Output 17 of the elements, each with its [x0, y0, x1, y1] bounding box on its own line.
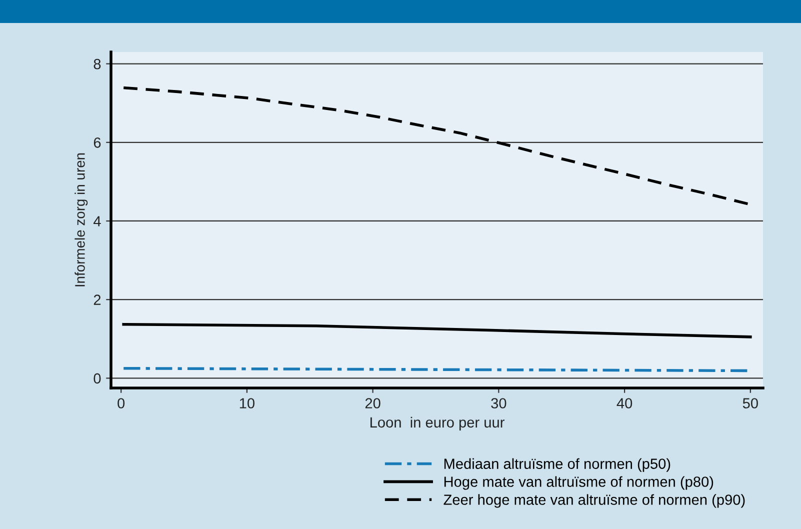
legend-label: Zeer hoge mate van altruïsme of normen (p90) — [444, 494, 745, 508]
y-axis-title: Informele zorg in uren — [74, 153, 88, 286]
line-series — [122, 322, 752, 338]
y-tick-label: 8 — [94, 58, 101, 70]
y-tick-label: 2 — [94, 294, 101, 305]
x-tick-label: 50 — [742, 398, 758, 408]
x-tick-label: 10 — [240, 398, 254, 408]
x-tick-label: 40 — [616, 398, 632, 408]
legend-label: Mediaan altruïsme of normen (p50) — [444, 458, 670, 472]
y-tick-label: 0 — [94, 373, 101, 384]
x-tick-label: 0 — [118, 398, 125, 408]
x-tick-label: 20 — [365, 398, 380, 408]
y-tick-label: 4 — [94, 216, 101, 226]
x-axis-title: Loon in euro per uur — [370, 416, 504, 430]
legend-label: Hoge mate van altruïsme of normen (p80) — [444, 476, 714, 490]
x-tick-label: 30 — [491, 398, 506, 408]
y-tick-label: 6 — [94, 137, 101, 148]
